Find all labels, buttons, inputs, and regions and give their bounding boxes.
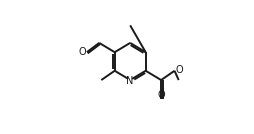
Text: O: O	[157, 90, 165, 100]
Text: O: O	[78, 47, 86, 57]
Text: O: O	[175, 65, 183, 75]
Text: N: N	[126, 76, 134, 86]
